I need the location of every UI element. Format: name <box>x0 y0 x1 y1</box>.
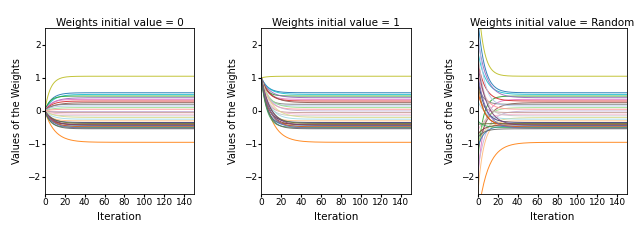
Y-axis label: Values of the Weights: Values of the Weights <box>228 58 238 164</box>
X-axis label: Iteration: Iteration <box>314 212 358 222</box>
Y-axis label: Values of the Weights: Values of the Weights <box>445 58 455 164</box>
Title: Weights initial value = 0: Weights initial value = 0 <box>56 17 183 28</box>
Title: Weights initial value = 1: Weights initial value = 1 <box>272 17 400 28</box>
Title: Weights initial value = Random: Weights initial value = Random <box>470 17 635 28</box>
Y-axis label: Values of the Weights: Values of the Weights <box>12 58 22 164</box>
X-axis label: Iteration: Iteration <box>531 212 575 222</box>
X-axis label: Iteration: Iteration <box>97 212 141 222</box>
